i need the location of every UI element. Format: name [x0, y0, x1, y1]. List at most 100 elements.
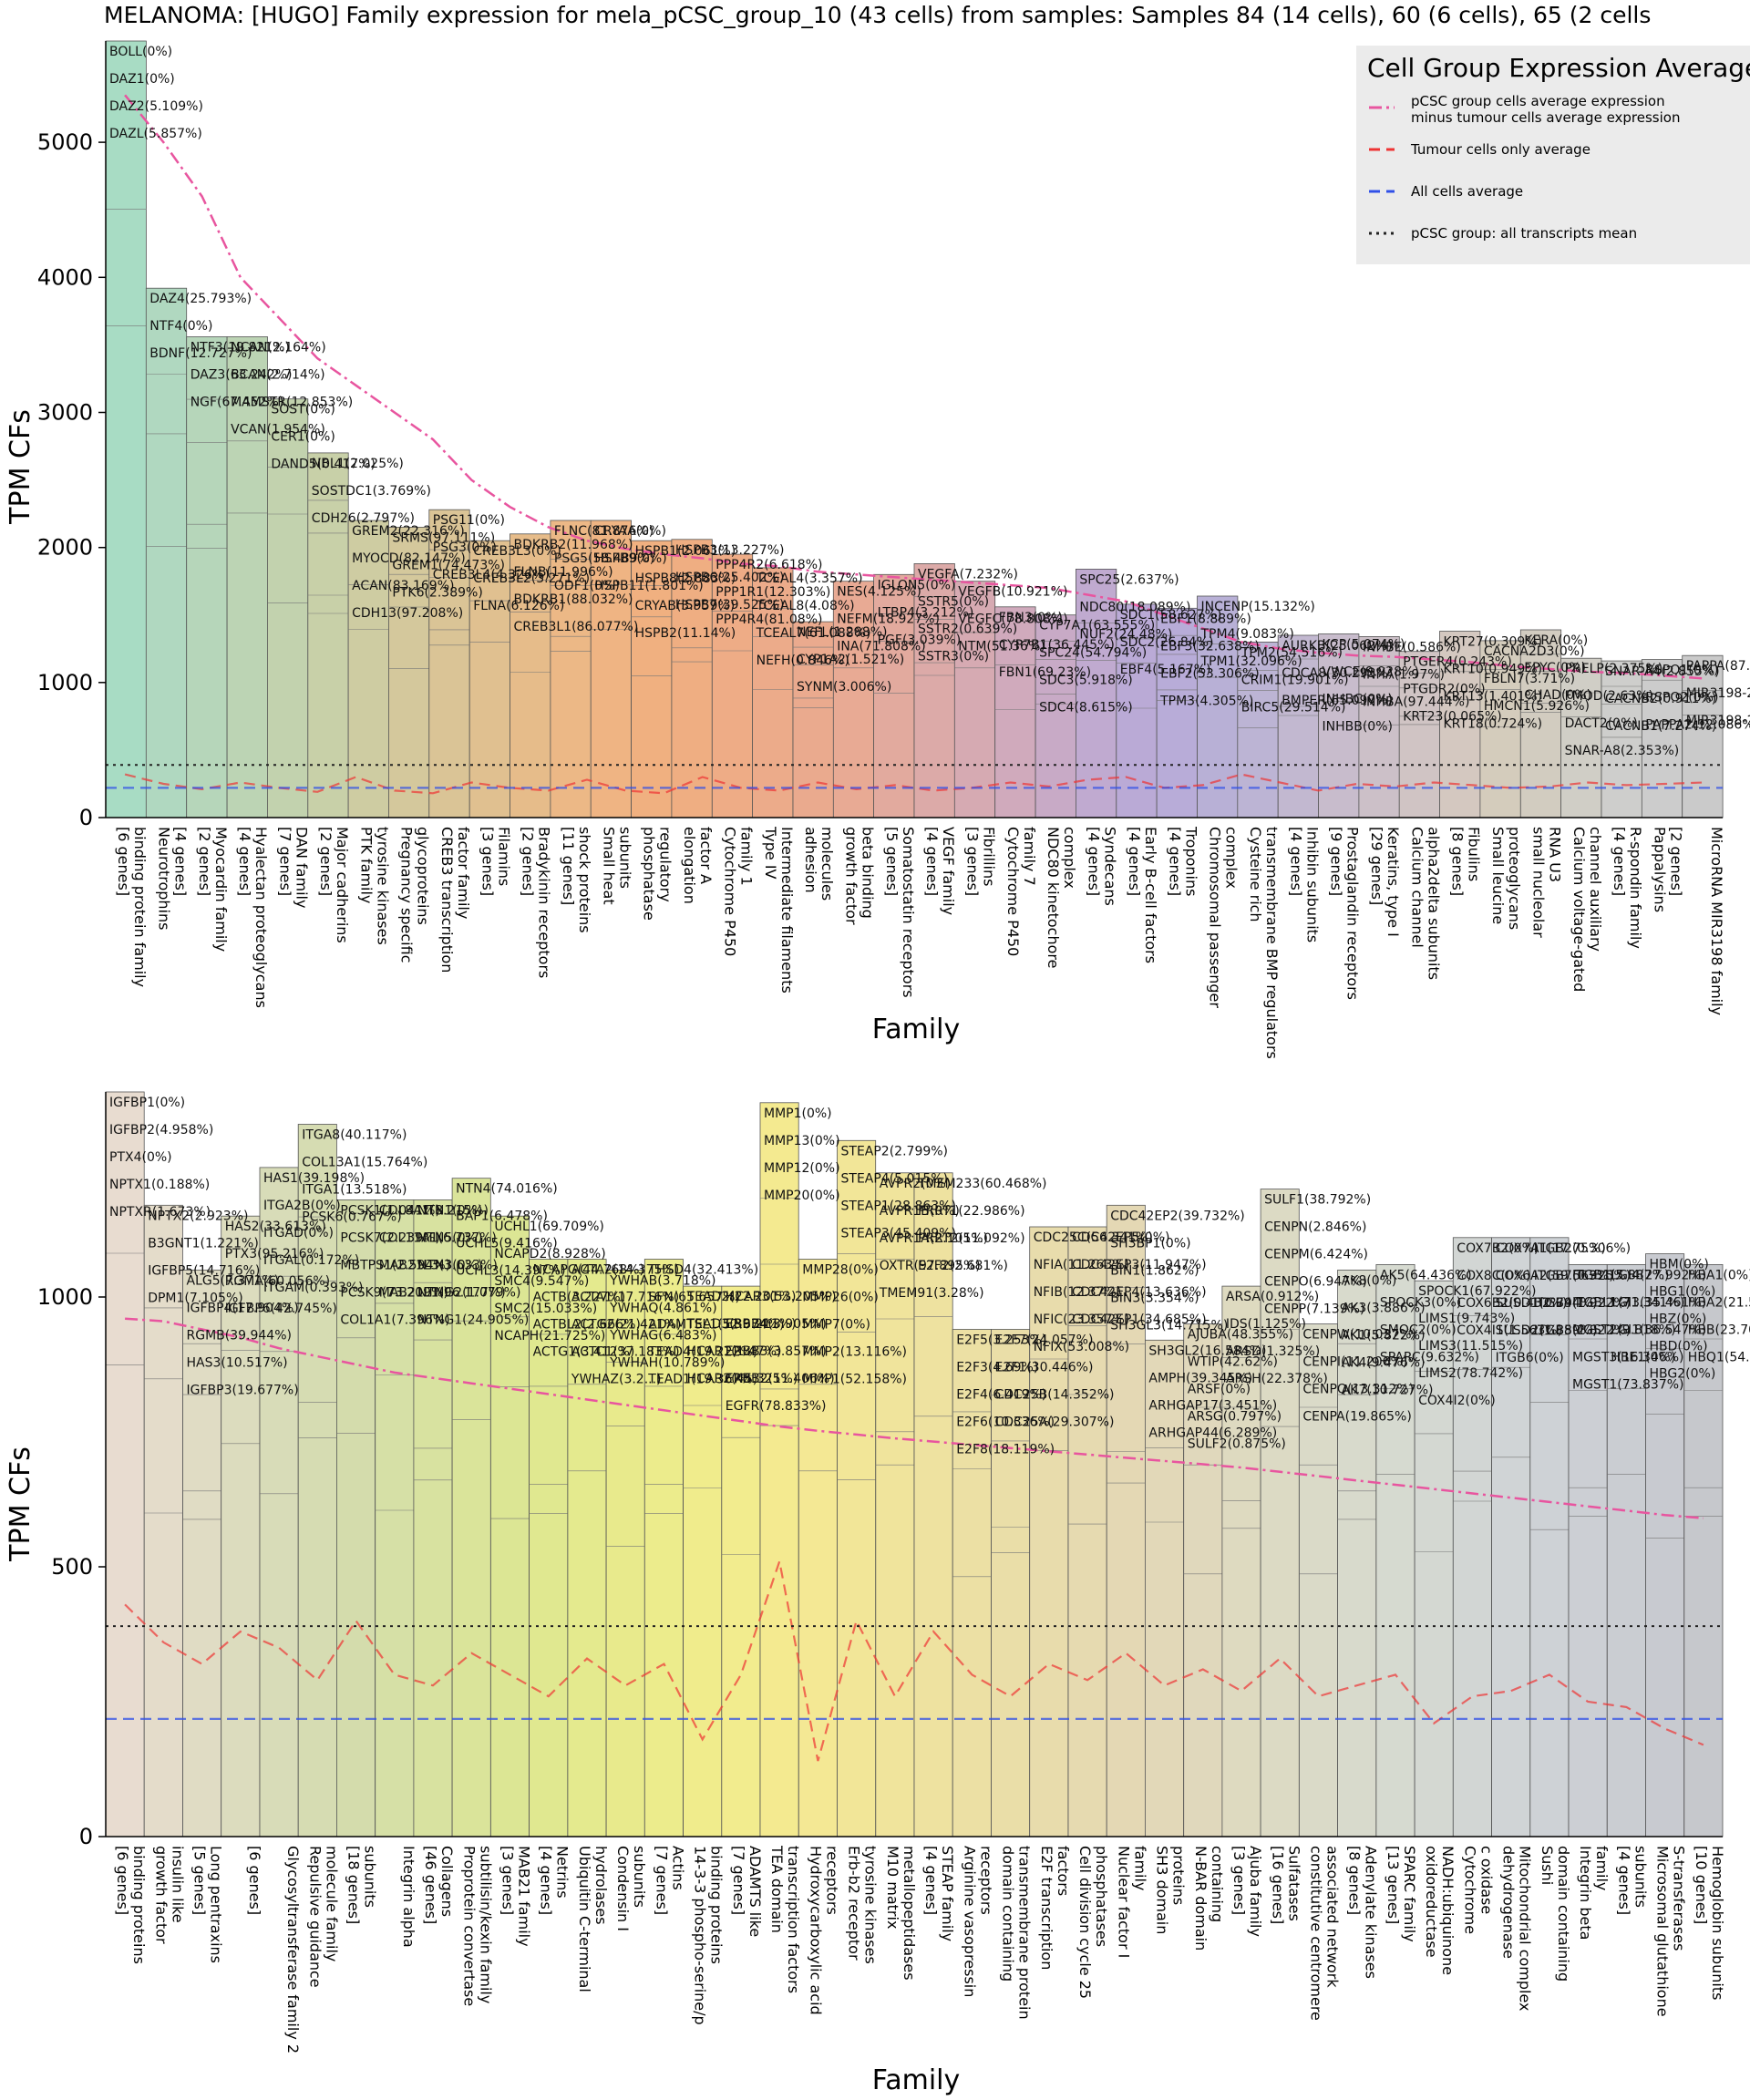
gene-label: NBL1(2.025%) [312, 457, 404, 471]
gene-label: LTBP4(3.212%) [878, 605, 974, 620]
x-tick-label: adhesion [802, 827, 819, 893]
x-tick-label: Major cadherins [334, 827, 351, 943]
gene-label: MMP2(13.116%) [802, 1345, 907, 1360]
x-tick-label: Microsomal glutathione [1654, 1846, 1672, 2017]
gene-label: YWHAG(6.483%) [609, 1328, 716, 1343]
gene-label: CER1(0%) [271, 430, 335, 445]
x-tick-label: [7 genes] [730, 1846, 747, 1915]
x-tick-label: [2 genes] [317, 827, 335, 896]
gene-label: INHBE(0.586%) [1363, 640, 1461, 654]
gene-label: IGFBP6(42.745%) [225, 1302, 337, 1316]
x-tick-label: [2 genes] [520, 827, 537, 896]
gene-label: COX6B2(0.432%) [1457, 1296, 1567, 1311]
gene-label: AMPH(39.345%) [1148, 1371, 1252, 1385]
gene-label: E2F7(24.057%) [995, 1333, 1094, 1348]
x-tick-label: STEAP family [939, 1846, 956, 1941]
gene-label: KRT13(1.401%) [1444, 690, 1543, 705]
gene-label: EPYC(0%) [1524, 661, 1586, 675]
x-tick-label: DAN family [293, 827, 311, 908]
gene-label: ERBB2(11.406%) [726, 1372, 835, 1386]
x-tick-label: domain containing [1555, 1846, 1572, 1982]
gene-label: PSG11(0%) [433, 513, 505, 528]
gene-label: PTX3(95.216%) [225, 1247, 324, 1261]
gene-labels-bottom: IGFBP1(0%) IGFBP2(4.958%) PTX4(0%) NPTX1(0.… [109, 1096, 1750, 1457]
gene-label: YWHAH(10.789%) [609, 1355, 725, 1370]
x-tick-label: subtilisin/kexin family [477, 1846, 494, 2003]
bar [590, 520, 633, 818]
legend-label: pCSC group cells average expression [1411, 93, 1665, 109]
x-tick-label: elongation [681, 827, 698, 904]
gene-label: NGF(67.452%) [190, 396, 284, 410]
gene-label: PRELP(2.375%) [1565, 662, 1663, 676]
x-tick-label: E2F transcription [1038, 1846, 1055, 1970]
gene-label: SMC4(9.547%) [494, 1274, 589, 1289]
gene-label: IGFBP3(19.677%) [187, 1383, 299, 1397]
legend-items: pCSC group cells average expressionminus… [1369, 93, 1680, 242]
gene-label: NCAPH(21.725%) [494, 1329, 605, 1343]
gene-label: AURKB(25.062%) [1282, 639, 1393, 654]
gene-label: HSPB8(2.883%) [635, 571, 736, 586]
x-tick-label: Condensin I [614, 1846, 632, 1931]
gene-label: PRRT2(11.092%) [918, 1231, 1025, 1246]
gene-labels-top: BOLL(0%) DAZ1(0%) DAZ2(5.109%) DAZL(5.857%)… [109, 45, 1750, 758]
x-tick-label: Ubiquitin C-terminal [576, 1846, 593, 1992]
gene-label: KCP(5.074%) [1323, 638, 1405, 653]
bar [1606, 1264, 1646, 1838]
x-tick-label: Calcium voltage-gated [1570, 827, 1588, 992]
x-tick-label: Filamins [495, 827, 512, 886]
bar [1601, 660, 1642, 818]
x-tick-label: M10 matrix [884, 1846, 901, 1929]
gene-label: IGFBP4(17.904%) [187, 1301, 299, 1315]
gene-label: ACTA1(17.716%) [571, 1291, 679, 1305]
gene-label: MGST2(9.818%) [1572, 1323, 1676, 1337]
gene-label: CREB3L4(4.326%) [433, 568, 550, 582]
gene-label: EBF2(53.306%) [1160, 666, 1260, 681]
gene-label: NTF4(0%) [149, 319, 212, 334]
x-tick-label: receptors [977, 1846, 994, 1915]
gene-label: AK5(64.436%) [1380, 1268, 1472, 1282]
gene-label: PTK6(2.389%) [392, 585, 482, 600]
gene-label: HBA2(21.573%) [1688, 1295, 1750, 1310]
gene-label: ITGAL(0.172%) [263, 1253, 359, 1268]
x-tick-label: subunits [631, 1846, 648, 1908]
x-tick-label: [4 genes] [923, 827, 941, 896]
gene-label: ITGA1(13.518%) [302, 1183, 407, 1198]
x-tick-label: proteoglycans [1506, 827, 1523, 930]
gene-label: SOST(0%) [271, 403, 335, 417]
x-tick-label: Ajuba family [1247, 1846, 1264, 1937]
legend-label: pCSC group: all transcripts mean [1411, 225, 1637, 242]
x-tick-label: Inhibin subunits [1303, 827, 1321, 942]
gene-label: CREB3L2(3.271%) [473, 571, 590, 586]
gene-label: TMEM233(60.468%) [917, 1177, 1047, 1191]
gene-label: KRT10(0.949%) [1444, 663, 1543, 677]
gene-label: STEAP4(5.015%) [841, 1171, 949, 1186]
gene-label: NFIC(23.357%) [1034, 1312, 1130, 1327]
x-tick-label: [4 genes] [1126, 827, 1143, 896]
gene-label: NUF2(24.48%) [1079, 627, 1172, 642]
x-tick-label: [8 genes] [1449, 827, 1467, 896]
gene-label: LGI3(35.461%) [1611, 1295, 1706, 1310]
gene-label: HSPB7(39.525%) [675, 598, 785, 612]
x-tick-label: [3 genes] [1230, 1846, 1248, 1915]
x-tick-label: Arginine vasopressin [961, 1846, 978, 1997]
gene-label: DAZ3(63.242%) [190, 368, 293, 383]
bar [1106, 1204, 1146, 1838]
x-tick-label: binding proteins [130, 1846, 148, 1964]
gene-label: YWHAZ(3.2...) [571, 1373, 662, 1387]
x-tick-label: Intermediate filaments [778, 827, 796, 993]
x-tick-label: [18 genes] [345, 1846, 363, 1924]
x-tick-label: dehydrogenase [1500, 1846, 1518, 1959]
gene-label: ARSA(0.912%) [1226, 1290, 1319, 1304]
gene-label: SMOC2(0%) [1380, 1323, 1457, 1337]
gene-label: AK4(9.476%) [1342, 1355, 1426, 1370]
y-tick-label: 0 [79, 805, 93, 830]
x-tick-label: Pappalysins [1652, 827, 1669, 912]
gene-label: TPM1(32.096%) [1200, 654, 1302, 669]
x-tick-label: Sulfatases [1285, 1846, 1302, 1921]
gene-label: IGLON5(0%) [878, 578, 956, 592]
x-tick-label: R-spondin family [1627, 827, 1644, 949]
gene-label: NPTX2(2.923%) [148, 1209, 248, 1223]
x-tick-label: Cytochrome P450 [721, 827, 738, 956]
x-tick-label: Type IV [762, 826, 779, 880]
gene-label: NCAPG(44.768%) [533, 1263, 644, 1278]
